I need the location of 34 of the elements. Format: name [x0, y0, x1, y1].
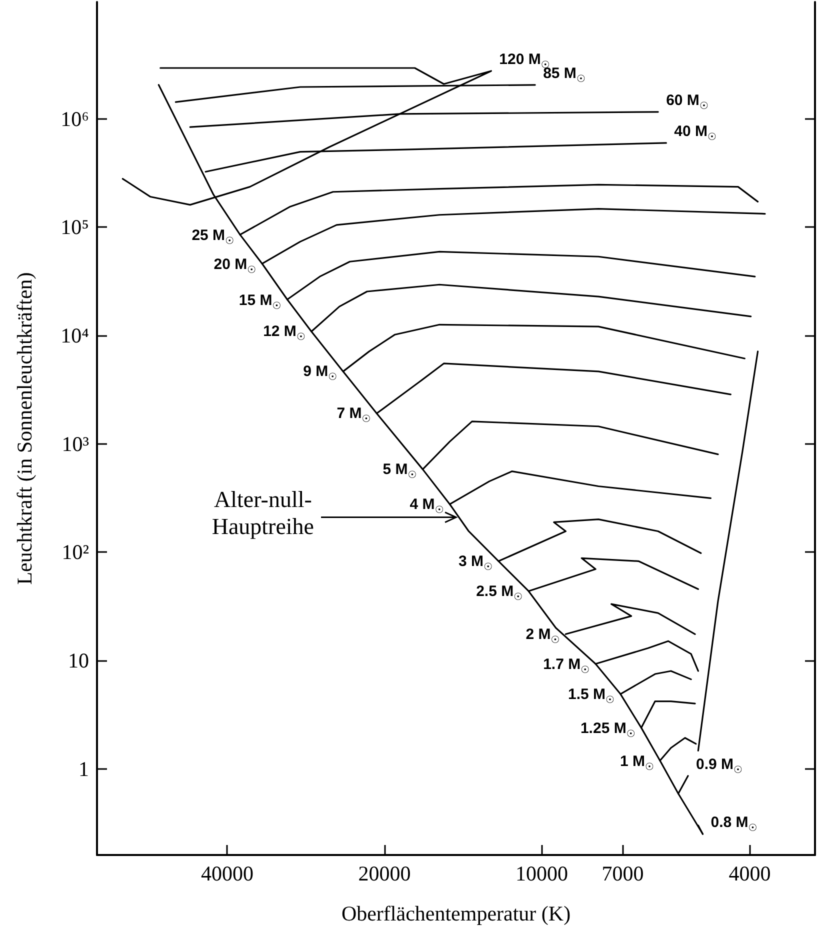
x-axis-title: Oberflächentemperatur (K) [341, 902, 571, 926]
y-tick-label: 10 [68, 648, 89, 672]
series-label: 1.7 M$_{☉}$ [543, 656, 590, 678]
series-label: 5 M$_{☉}$ [382, 461, 417, 484]
series-label: 0.9 M$_{☉}$ [696, 756, 742, 778]
series-label: 0.8 M$_{☉}$ [710, 814, 758, 836]
x-tick-label: 20000 [358, 862, 411, 886]
y-tick-label: 1 [78, 756, 89, 781]
annotation: Alter-null- Hauptreihe [212, 486, 314, 540]
series-label: 1.5 M$_{☉}$ [568, 686, 614, 708]
series-label: 2.5 M$_{☉}$ [476, 583, 523, 606]
series-label: 60 M$_{☉}$ [666, 92, 708, 114]
series-label: 25 M$_{☉}$ [192, 226, 234, 249]
series-label: 20 M$_{☉}$ [214, 256, 256, 278]
y-tick-label: 10⁵ [60, 215, 89, 240]
x-tick-label: 4000 [728, 862, 771, 886]
series-label: 1 M$_{☉}$ [620, 752, 654, 775]
series-label: 9 M$_{☉}$ [303, 363, 338, 386]
series-label: 7 M$_{☉}$ [336, 405, 371, 428]
y-tick-label: 10⁶ [60, 106, 89, 131]
x-tick-label: 40000 [200, 862, 254, 886]
series-label: 1.25 M$_{☉}$ [580, 720, 636, 742]
series-label: 15 M$_{☉}$ [238, 292, 282, 314]
y-tick-label: 10² [62, 540, 89, 564]
x-tick-label: 7000 [602, 862, 644, 886]
series-label: 2 M$_{☉}$ [526, 626, 560, 648]
y-tick-label: 10³ [62, 432, 89, 456]
y-axis-title: Leuchtkraft (in Sonnenleuchtkräften) [12, 272, 36, 585]
y-tick-label: 10⁴ [60, 324, 89, 348]
series-label: 3 M$_{☉}$ [458, 553, 493, 576]
x-tick-label: 10000 [516, 862, 568, 886]
series-label: 4 M$_{☉}$ [410, 496, 444, 518]
series-label: 12 M$_{☉}$ [263, 323, 306, 346]
series-label: 40 M$_{☉}$ [674, 122, 716, 145]
